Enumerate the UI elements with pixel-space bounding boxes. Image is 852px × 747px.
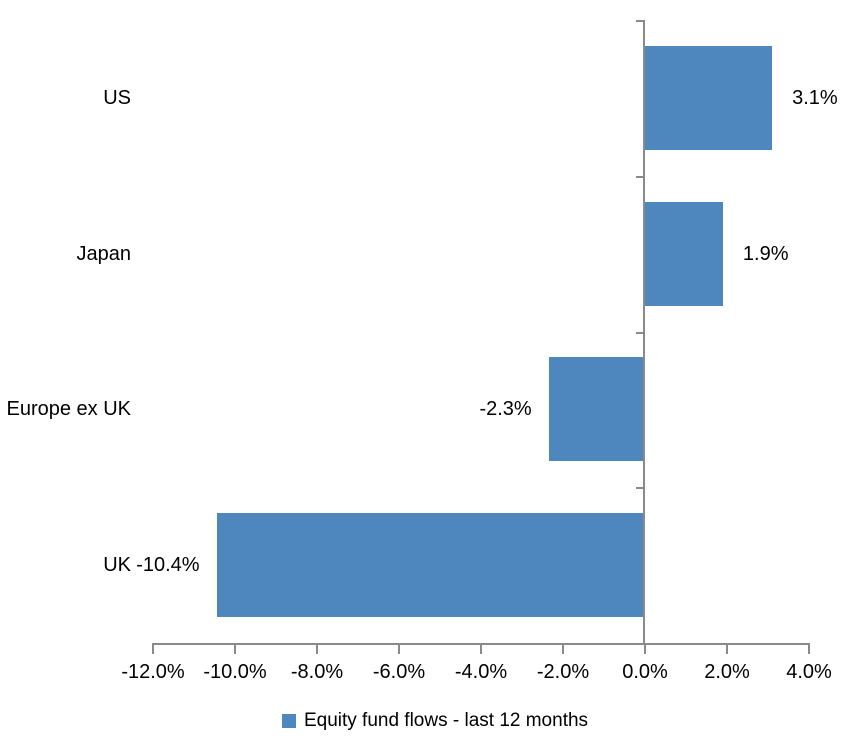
x-axis-tick-label: -12.0% bbox=[121, 661, 185, 683]
bar-europe-ex-uk bbox=[548, 357, 643, 462]
bar-japan bbox=[645, 201, 723, 306]
x-axis-tick bbox=[644, 645, 646, 654]
category-axis-tick bbox=[636, 487, 643, 490]
x-axis-tick-label: -2.0% bbox=[536, 661, 590, 683]
category-label-japan: Japan bbox=[76, 242, 132, 265]
legend-swatch-icon bbox=[281, 714, 296, 728]
x-axis-tick-label: 4.0% bbox=[786, 661, 832, 683]
category-axis-zero-line bbox=[643, 20, 645, 643]
x-axis-line bbox=[152, 643, 810, 645]
bar-us bbox=[645, 45, 773, 150]
x-axis-tick-label: -8.0% bbox=[290, 661, 344, 683]
x-axis-tick bbox=[562, 645, 564, 654]
category-axis-tick bbox=[636, 331, 643, 334]
category-label-europe-ex-uk: Europe ex UK bbox=[6, 398, 131, 421]
x-axis-tick-label: -4.0% bbox=[454, 661, 508, 683]
data-label-uk: -10.4% bbox=[136, 554, 200, 577]
data-label-europe-ex-uk: -2.3% bbox=[479, 398, 532, 421]
legend-label: Equity fund flows - last 12 months bbox=[303, 710, 589, 731]
bar-uk bbox=[216, 513, 643, 618]
data-label-us: 3.1% bbox=[792, 86, 838, 109]
category-axis-tick bbox=[636, 20, 643, 22]
x-axis-tick bbox=[398, 645, 400, 654]
category-label-uk: UK bbox=[103, 554, 131, 577]
category-label-us: US bbox=[103, 86, 131, 109]
x-axis-tick bbox=[726, 645, 728, 654]
category-axis-tick bbox=[636, 175, 643, 178]
x-axis-tick bbox=[480, 645, 482, 654]
x-axis-tick bbox=[316, 645, 318, 654]
x-axis-tick-label: 2.0% bbox=[704, 661, 750, 683]
x-axis-tick-label: 0.0% bbox=[622, 661, 668, 683]
x-axis-tick bbox=[234, 645, 236, 654]
x-axis-tick-label: -10.0% bbox=[203, 661, 267, 683]
x-axis-tick bbox=[152, 645, 154, 654]
legend: Equity fund flows - last 12 months bbox=[0, 708, 852, 734]
x-axis-tick bbox=[808, 645, 810, 654]
data-label-japan: 1.9% bbox=[742, 242, 789, 265]
x-axis-tick-label: -6.0% bbox=[372, 661, 426, 683]
